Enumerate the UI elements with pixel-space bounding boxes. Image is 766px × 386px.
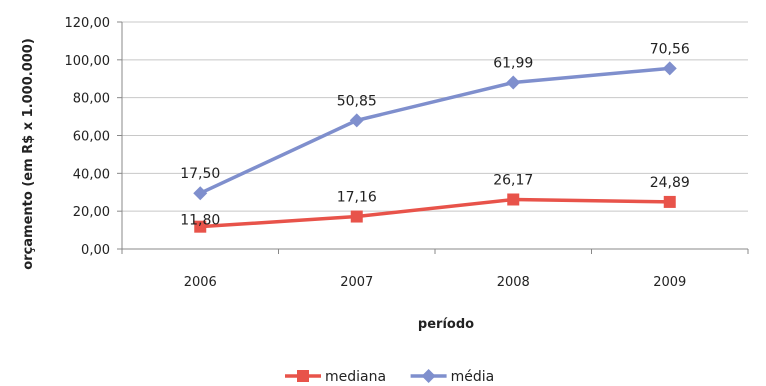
data-label-media: 17,50 — [180, 166, 220, 182]
x-axis-title: período — [418, 317, 474, 332]
legend-marker-media — [421, 369, 436, 383]
legend-label-mediana: mediana — [325, 369, 386, 385]
data-label-mediana: 11,80 — [180, 213, 220, 229]
data-label-mediana: 17,16 — [337, 190, 377, 206]
x-tick-label: 2006 — [184, 275, 217, 290]
data-point-media — [506, 75, 521, 90]
y-axis-title: orçamento (em R$ x 1.000.000) — [21, 38, 36, 270]
x-tick-label: 2008 — [497, 275, 530, 290]
y-tick-label: 20,00 — [73, 205, 110, 220]
series-line-mediana — [200, 197, 670, 229]
data-point-media — [662, 61, 677, 76]
data-point-mediana — [194, 220, 207, 233]
y-axis-ticks: 0,00 20,00 40,00 60,00 80,00 100,00 120,00 — [65, 16, 122, 258]
data-point-mediana — [507, 193, 520, 206]
data-labels: 11,80 17,16 26,17 24,89 17,50 50,85 61,99 70,56 — [180, 41, 690, 228]
x-tick-label: 2007 — [340, 275, 373, 290]
series-layer — [193, 61, 677, 233]
legend-marker-mediana — [297, 370, 309, 382]
legend-label-media: média — [451, 369, 495, 385]
x-tick-label: 2009 — [653, 275, 686, 290]
data-label-media: 61,99 — [493, 56, 533, 72]
data-label-media: 70,56 — [650, 41, 690, 57]
y-tick-label: 0,00 — [81, 243, 110, 258]
series-line-media — [199, 66, 670, 195]
data-label-mediana: 24,89 — [650, 175, 690, 191]
legend: mediana média — [285, 369, 494, 385]
data-label-media: 50,85 — [337, 93, 377, 109]
x-axis-ticks: 2006 2007 2008 2009 — [121, 249, 749, 290]
y-tick-label: 80,00 — [73, 92, 110, 107]
y-tick-label: 100,00 — [65, 54, 111, 69]
y-tick-label: 120,00 — [65, 16, 111, 31]
y-tick-label: 40,00 — [73, 167, 110, 182]
y-tick-label: 60,00 — [73, 130, 110, 145]
data-point-media — [193, 186, 208, 201]
data-point-media — [349, 113, 364, 128]
data-label-mediana: 26,17 — [493, 172, 533, 188]
data-point-mediana — [663, 195, 676, 208]
data-point-mediana — [350, 210, 363, 223]
